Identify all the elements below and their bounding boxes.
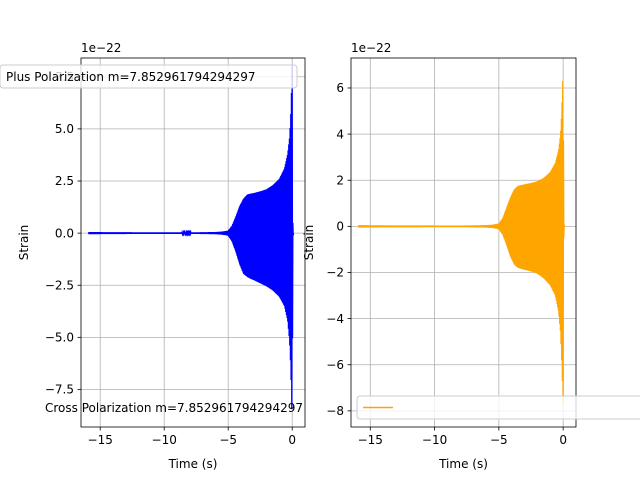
chart2-legend: Cross Polarization m=7.852961794294297 [45, 395, 640, 420]
chart1-legend-label: Plus Polarization m=7.852961794294297 [6, 70, 256, 84]
chart2-series-1-line [358, 80, 566, 405]
chart1-y-tick-label: −5.0 [45, 331, 74, 345]
chart1-x-tick-label: −10 [152, 433, 177, 447]
chart1-offset-text: 1e−22 [81, 41, 121, 55]
chart2-legend-box [356, 395, 640, 420]
chart1-y-axis-label: Strain [17, 225, 31, 261]
chart1-y-tick-label: −2.5 [45, 278, 74, 292]
chart2-y-tick-label: −8 [326, 404, 344, 418]
chart1-frame [80, 57, 306, 428]
chart2-frame [350, 57, 577, 428]
chart2-y-tick-label: −6 [326, 358, 344, 372]
chart1-y-tick-label: 2.5 [55, 174, 74, 188]
chart1-x-tick-label: −5 [219, 433, 237, 447]
chart2-axes: −15 −10 −5 0 −8 −6 −4 −2 0 2 4 6 1e−22 Time (s) Strain [302, 41, 577, 471]
chart2-offset-text: 1e−22 [351, 41, 391, 55]
chart1-series-1-line [87, 65, 295, 409]
chart1-legend: Plus Polarization m=7.852961794294297 [0, 64, 298, 89]
chart1-y-tick-label: 0.0 [55, 226, 74, 240]
chart2-x-axis-label: Time (s) [438, 457, 488, 471]
chart2-y-tick-label: 4 [336, 127, 344, 141]
chart1-x-tick-label: 0 [288, 433, 296, 447]
chart2-y-tick-label: 0 [336, 220, 344, 234]
chart1-y-tick-label: −7.5 [45, 383, 74, 397]
chart1-x-axis-label: Time (s) [168, 457, 218, 471]
chart1-y-tick-label: 5.0 [55, 122, 74, 136]
chart2-y-tick-label: 6 [336, 81, 344, 95]
chart2-x-tick-label: 0 [559, 433, 567, 447]
chart2-x-tick-label: −10 [422, 433, 447, 447]
chart2-y-axis-label: Strain [302, 225, 316, 261]
chart2-legend-label: Cross Polarization m=7.852961794294297 [45, 401, 303, 415]
chart1-legend-box [0, 64, 298, 89]
chart1-x-tick-label: −15 [88, 433, 113, 447]
chart2-y-tick-label: −4 [326, 312, 344, 326]
chart2-y-tick-label: 2 [336, 173, 344, 187]
chart2-y-tick-label: −2 [326, 266, 344, 280]
chart2-x-tick-label: −15 [358, 433, 383, 447]
chart2-x-tick-label: −5 [490, 433, 508, 447]
